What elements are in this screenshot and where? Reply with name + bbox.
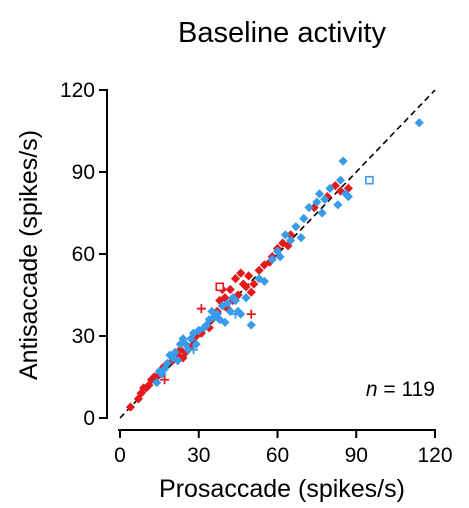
sample-size-annotation: n = 119 [366, 378, 435, 401]
blue-diamond-point [314, 189, 325, 199]
blue-diamond-point [207, 306, 217, 316]
y-tick-label: 30 [72, 325, 95, 348]
red-diamond-point [246, 287, 256, 297]
y-tick-label: 60 [72, 243, 95, 266]
blue-diamond-point [333, 200, 343, 210]
blue-plus-point [210, 312, 219, 322]
blue-diamond-point [204, 315, 214, 325]
x-tick-label: 0 [114, 444, 126, 467]
blue-diamond-point [325, 183, 335, 193]
blue-diamond-point [241, 293, 251, 303]
blue-diamond-point [291, 222, 301, 232]
red-diamond-point [125, 402, 136, 412]
blue-diamond-point [296, 233, 306, 243]
blue-diamond-point [286, 235, 296, 245]
blue-diamond-point [225, 306, 235, 316]
red-diamond-point [241, 282, 251, 292]
blue-diamond-point [230, 295, 241, 306]
y-axis-title: Antisaccade (spikes/s) [15, 130, 43, 380]
red-diamond-point [181, 347, 191, 357]
blue-diamond-point [236, 309, 246, 319]
x-tick-label: 30 [187, 444, 210, 467]
blue-diamond-point [233, 306, 243, 316]
y-tick-label: 120 [60, 79, 95, 102]
red-diamond-point [249, 279, 259, 289]
blue-diamond-point [304, 202, 314, 213]
blue-diamond-point [335, 175, 346, 185]
red-diamond-point [286, 230, 296, 240]
blue-diamond-point [312, 197, 322, 207]
red-diamond-point [133, 394, 143, 404]
blue-diamond-point [173, 356, 183, 366]
blue-diamond-point [338, 156, 348, 166]
chart-title: Baseline activity [178, 17, 386, 49]
data-points [125, 118, 424, 412]
blue-diamond-point [259, 276, 269, 286]
blue-diamond-point [165, 350, 175, 360]
blue-diamond-point [167, 353, 178, 363]
blue-diamond-point [170, 347, 180, 357]
x-tick-label: 60 [266, 444, 289, 467]
plot-area [119, 89, 436, 419]
red-diamond-point [254, 265, 264, 275]
x-tick-label: 120 [417, 444, 452, 467]
red-diamond-point [236, 268, 246, 278]
blue-diamond-point [414, 118, 424, 128]
blue-diamond-point [162, 358, 172, 368]
red-diamond-point [173, 350, 183, 360]
blue-diamond-point [152, 377, 162, 388]
red-open-square-point [215, 282, 225, 292]
x-tick-label: 90 [345, 444, 368, 467]
red-plus-point [246, 309, 256, 319]
red-diamond-point [144, 380, 154, 390]
y-tick-label: 0 [83, 407, 95, 430]
blue-diamond-point [183, 345, 193, 355]
x-axis-title: Prosaccade (spikes/s) [159, 475, 405, 503]
blue-diamond-point [317, 208, 327, 218]
blue-diamond-point [343, 192, 353, 202]
blue-diamond-point [246, 320, 256, 330]
y-tick-label: 90 [72, 161, 95, 184]
red-plus-point [160, 375, 170, 385]
blue-diamond-point [320, 194, 330, 204]
x-axis-ticks: 0 30 60 90 120 [114, 430, 453, 467]
blue-diamond-point [212, 309, 222, 319]
blue-plus-point [231, 309, 240, 319]
axes: 0 30 60 90 120 0 30 60 90 120 [60, 79, 453, 467]
blue-diamond-point [220, 317, 230, 327]
blue-diamond-point [275, 252, 285, 262]
red-diamond-point [230, 274, 241, 284]
blue-diamond-point [215, 315, 225, 325]
red-diamond-point [244, 271, 254, 281]
blue-diamond-point [280, 230, 290, 240]
blue-diamond-point [175, 339, 185, 349]
blue-diamond-point [202, 320, 212, 330]
red-diamond-point [178, 353, 188, 363]
red-plus-point [196, 304, 206, 314]
y-axis-ticks: 0 30 60 90 120 [60, 79, 107, 430]
sample-size-symbol: n [366, 378, 378, 401]
red-diamond-point [136, 388, 146, 398]
red-diamond-point [175, 345, 185, 355]
sample-size-value: = 119 [378, 378, 435, 401]
blue-diamond-point [223, 298, 233, 308]
blue-plus-point [189, 345, 198, 355]
blue-open-square-point [365, 175, 374, 185]
blue-diamond-point [299, 213, 309, 224]
blue-diamond-point [267, 254, 277, 265]
red-diamond-point [225, 284, 235, 295]
